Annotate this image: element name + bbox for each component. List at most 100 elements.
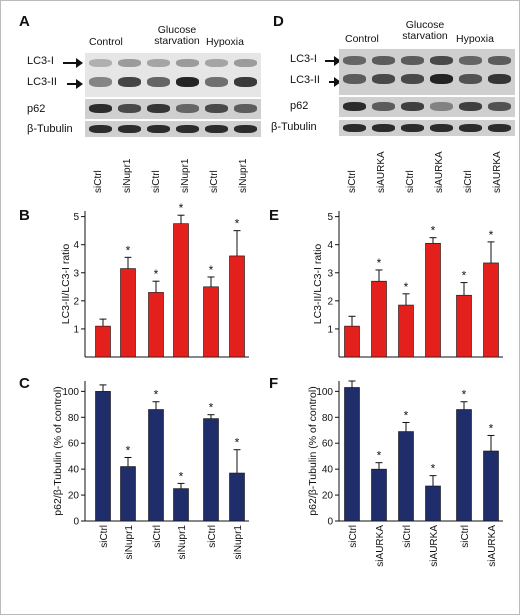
- blot-band: [372, 74, 395, 84]
- blot-band: [118, 77, 141, 87]
- chart-f-y-tick-label: 20: [322, 491, 334, 502]
- row-label-lc3-i-right: LC3-I: [290, 53, 317, 65]
- row-label-tubulin: β-Tubulin: [27, 123, 73, 135]
- blot-band: [430, 124, 453, 132]
- chart-f-y-tick-label: 0: [327, 517, 333, 528]
- row-label-lc3-i: LC3-I: [27, 55, 54, 67]
- chart-b-significance-marker: *: [126, 243, 131, 257]
- chart-f-significance-marker: *: [489, 421, 494, 435]
- chart-c-significance-marker: *: [154, 388, 159, 402]
- blot-strip-tubulin: [85, 121, 261, 137]
- blot-strip-lc3-right: [339, 49, 515, 95]
- chart-e-significance-marker: *: [462, 269, 467, 283]
- chart-e-y-tick-label: 3: [327, 268, 333, 279]
- blot-band: [372, 102, 395, 111]
- blot-band: [401, 74, 424, 84]
- chart-f-bar: [398, 431, 414, 522]
- arrow-lc3-i: [63, 58, 83, 68]
- chart-f-x-tick-label: siAURKA: [429, 525, 440, 567]
- chart-b-bar: [229, 255, 245, 358]
- chart-e-significance-marker: *: [404, 280, 409, 294]
- chart-c-bar: [148, 409, 164, 522]
- chart-f-x-tick-label: siCtrl: [402, 525, 413, 548]
- blot-band: [459, 56, 482, 65]
- chart-e-significance-marker: *: [431, 224, 436, 238]
- row-label-tubulin-right: β-Tubulin: [271, 121, 317, 133]
- blot-band: [401, 102, 424, 111]
- blot-band: [343, 124, 366, 132]
- blot-band: [89, 104, 112, 113]
- blot-band: [488, 74, 511, 84]
- chart-c-significance-marker: *: [179, 469, 184, 483]
- blot-band: [118, 59, 141, 67]
- chart-b-bar: [203, 286, 219, 358]
- chart-c-bar: [95, 391, 111, 522]
- blot-panel-a: Control Glucose starvation Hypoxia LC3-I…: [1, 1, 261, 201]
- chart-f-y-tick-label: 100: [316, 387, 333, 398]
- blot-band: [343, 102, 366, 111]
- arrow-lc3-ii: [67, 79, 83, 89]
- chart-f-bar: [425, 485, 441, 522]
- condition-label-glucose-starvation: Glucose starvation: [154, 24, 200, 47]
- chart-f-bar: [456, 409, 472, 522]
- blot-band: [205, 104, 228, 113]
- blot-band: [234, 125, 257, 133]
- blot-band: [89, 77, 112, 87]
- chart-f-y-tick-label: 80: [322, 413, 334, 424]
- row-label-p62: p62: [27, 103, 46, 115]
- blot-band: [459, 102, 482, 111]
- condition-label-control: Control: [89, 36, 123, 48]
- chart-c-significance-marker: *: [235, 436, 240, 450]
- chart-e-bar: [371, 280, 387, 358]
- blot-band: [372, 124, 395, 132]
- chart-c-x-tick-label: siNupr1: [177, 525, 188, 560]
- blot-band: [147, 77, 170, 87]
- blot-band: [430, 56, 453, 65]
- panel-letter-a: A: [19, 13, 30, 30]
- chart-b-y-label: LC3-II/LC3-I ratio: [60, 244, 72, 325]
- blot-band: [205, 77, 228, 87]
- chart-e-bar: [483, 262, 499, 358]
- blot-band: [234, 77, 257, 87]
- blot-band: [176, 77, 199, 87]
- chart-c-y-tick-label: 60: [68, 439, 80, 450]
- row-label-p62-right: p62: [290, 100, 309, 112]
- blot-band: [205, 59, 228, 67]
- chart-c-bar: [120, 466, 136, 522]
- chart-f-x-tick-label: siAURKA: [375, 525, 386, 567]
- chart-c-significance-marker: *: [126, 443, 131, 457]
- blot-band: [488, 56, 511, 65]
- chart-b-bar: [148, 292, 164, 358]
- condition-label-glucose-starvation-right: Glucose starvation: [402, 19, 448, 42]
- blot-strip-p62-right: [339, 97, 515, 117]
- chart-f-x-tick-label: siAURKA: [487, 525, 498, 567]
- chart-e-bar: [456, 294, 472, 358]
- panel-letter-c: C: [19, 375, 30, 392]
- chart-e-bar: [398, 304, 414, 358]
- chart-f-significance-marker: *: [462, 388, 467, 402]
- blot-band: [147, 104, 170, 113]
- chart-f-y-tick-label: 60: [322, 439, 334, 450]
- chart-c-bar: [229, 472, 245, 522]
- chart-e-y-label: LC3-II/LC3-I ratio: [312, 244, 324, 325]
- condition-label-control-right: Control: [345, 33, 379, 45]
- blot-band: [488, 124, 511, 132]
- chart-f-significance-marker: *: [404, 408, 409, 422]
- chart-f-x-tick-label: siCtrl: [460, 525, 471, 548]
- chart-f-bar: [371, 468, 387, 522]
- blot-band: [147, 59, 170, 67]
- arrow-lc3-i-right: [325, 56, 341, 66]
- blot-band: [343, 56, 366, 65]
- blot-band: [147, 125, 170, 133]
- blot-band: [234, 59, 257, 67]
- chart-f-y-tick-label: 40: [322, 465, 334, 476]
- chart-e-y-tick-label: 1: [327, 324, 333, 335]
- chart-c-bar: [203, 418, 219, 522]
- blot-band: [205, 125, 228, 133]
- blot-band: [488, 102, 511, 111]
- chart-f-bar: [344, 387, 360, 522]
- chart-c-y-tick-label: 80: [68, 413, 80, 424]
- chart-e-bar: [344, 325, 360, 358]
- chart-c-x-tick-label: siNupr1: [233, 525, 244, 560]
